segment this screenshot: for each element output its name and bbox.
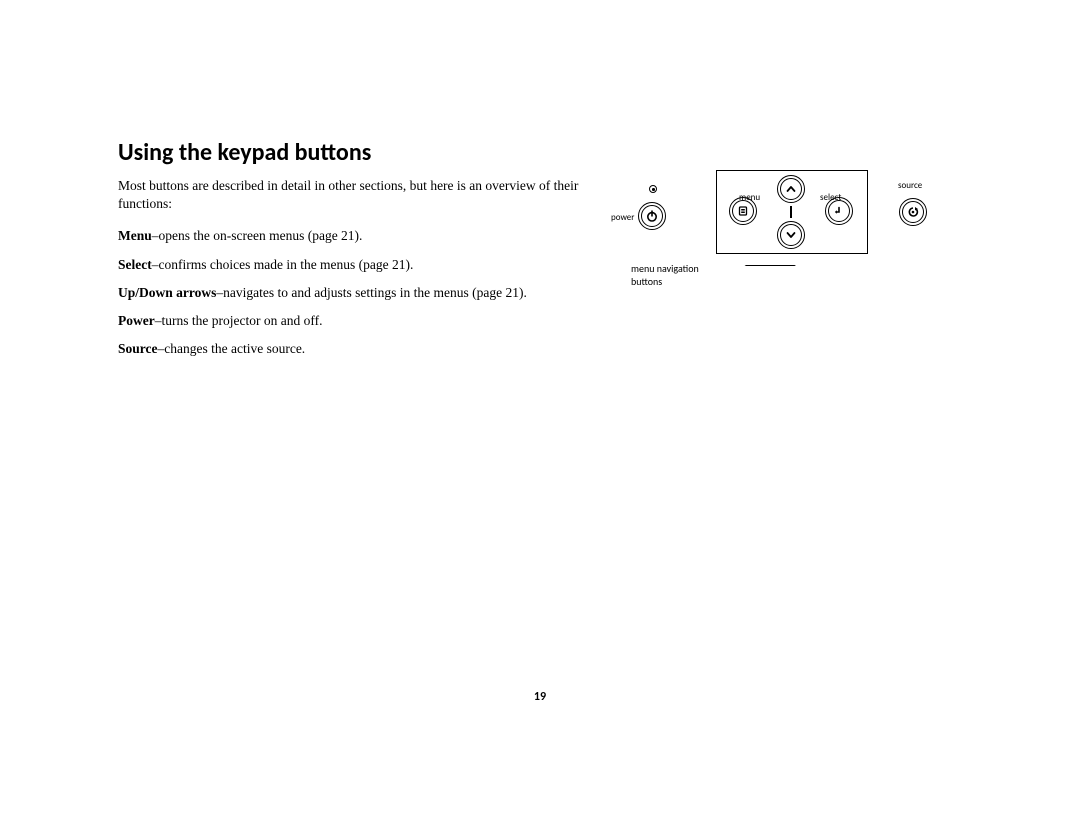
menu-definition: Menu–opens the on-screen menus (page 21)… [118,227,598,245]
arrow-stem-icon [790,206,792,218]
menu-button-icon [729,197,757,225]
section-heading: Using the keypad buttons [118,138,958,167]
select-desc: –confirms choices made in the menus (pag… [152,257,414,272]
callout-line1: menu navigation [631,262,699,275]
nav-box: menu select [716,170,868,254]
source-button-icon [899,198,927,226]
callout-text: menu navigation buttons [631,262,699,288]
source-label: source [898,180,922,191]
arrows-term: Up/Down arrows [118,285,216,300]
select-definition: Select–confirms choices made in the menu… [118,256,598,274]
down-arrow-button-icon [777,221,805,249]
arrows-desc: –navigates to and adjusts settings in th… [216,285,526,300]
power-label: power [611,212,634,223]
callout-line [729,254,796,266]
source-definition: Source–changes the active source. [118,340,598,358]
keypad-diagram: power menu select [616,170,946,300]
power-desc: –turns the projector on and off. [155,313,323,328]
menu-desc: –opens the on-screen menus (page 21). [152,228,363,243]
callout-line2: buttons [631,275,662,288]
arrows-definition: Up/Down arrows–navigates to and adjusts … [118,284,598,302]
intro-paragraph: Most buttons are described in detail in … [118,177,593,213]
power-term: Power [118,313,155,328]
power-led-icon [649,185,657,193]
select-term: Select [118,257,152,272]
source-term: Source [118,341,158,356]
power-button-icon [638,202,666,230]
select-button-icon [825,197,853,225]
source-desc: –changes the active source. [158,341,306,356]
power-definition: Power–turns the projector on and off. [118,312,598,330]
page-number: 19 [0,690,1080,704]
menu-term: Menu [118,228,152,243]
up-arrow-button-icon [777,175,805,203]
